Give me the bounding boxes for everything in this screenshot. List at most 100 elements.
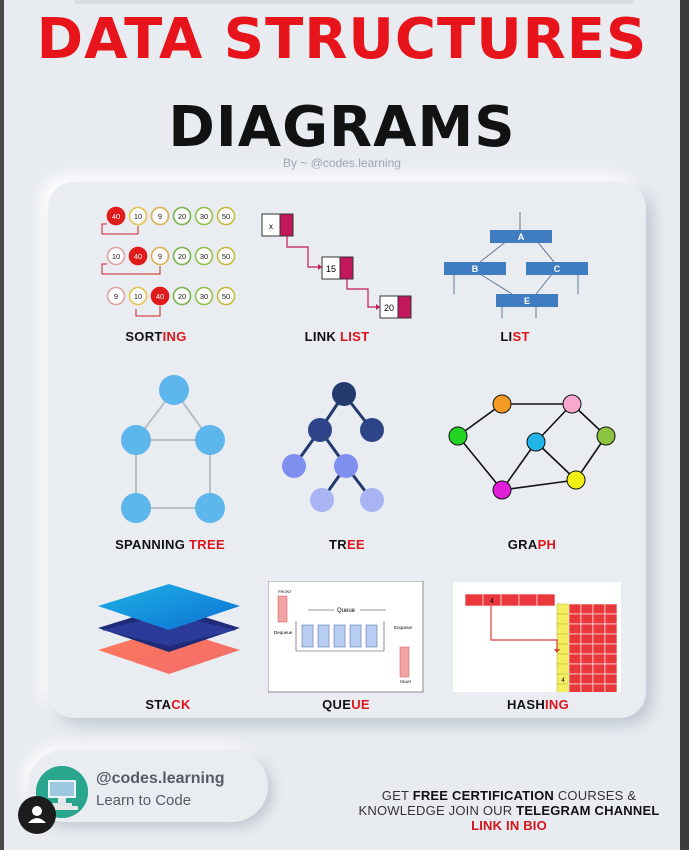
hash-bucket-4-1 [580, 643, 594, 655]
sort-swap-arrow-1 [101, 263, 161, 275]
hash-bucket-7-3 [604, 673, 618, 685]
user-profile-button[interactable] [18, 796, 56, 834]
sort-value-1-4: 30 [200, 252, 208, 261]
sort-cell-0-0 [106, 206, 126, 226]
list-node-e-label: E [524, 296, 530, 306]
sort-value-2-0: 9 [114, 292, 118, 301]
hash-bucket-2-2 [592, 623, 606, 635]
spanning-node-bottom-left [121, 493, 151, 523]
infographic-post: DATA STRUCTURES DIAGRAMS By ~ @codes.lea… [4, 0, 680, 850]
hash-bucket-2-0 [568, 623, 582, 635]
queue-label: QUEUE [256, 697, 436, 712]
sort-cell-1-3 [172, 246, 192, 266]
hash-bucket-5-3 [604, 653, 618, 665]
sort-swap-arrow-0 [101, 223, 139, 235]
hash-bucket-3-3 [604, 633, 618, 645]
queue-front-bar [277, 595, 288, 623]
hash-bucket-0-2 [592, 603, 606, 615]
hash-bucket-8-0 [568, 683, 582, 692]
hash-bucket-3-1 [580, 633, 594, 645]
hashing-label-b: ING [545, 697, 570, 712]
hash-bucket-1-3 [604, 613, 618, 625]
hash-bucket-5-1 [580, 653, 594, 665]
queue-label-a: QUE [322, 697, 352, 712]
linked-list-value-1: x [269, 222, 273, 231]
sort-value-2-3: 20 [178, 292, 186, 301]
sort-value-2-5: 50 [222, 292, 230, 301]
hash-bucket-4-0 [568, 643, 582, 655]
sort-swap-arrow-2 [135, 306, 161, 317]
sort-value-0-5: 50 [222, 212, 230, 221]
sort-cell-1-1 [128, 246, 148, 266]
linked-list-label-b: LIST [340, 329, 370, 344]
hash-index-8 [556, 683, 570, 692]
sort-cell-2-3 [172, 286, 192, 306]
graph-node-magenta [492, 480, 512, 500]
spanning-tree-diagram [121, 375, 225, 523]
hash-bucket-5-0 [568, 653, 582, 665]
call-to-action: GET FREE CERTIFICATION COURSES & KNOWLED… [344, 788, 674, 833]
hash-key-cell-2 [500, 593, 520, 607]
cta-part-1: GET [381, 788, 413, 803]
hash-index-5 [556, 653, 570, 665]
link-in-bio[interactable]: LINK IN BIO [471, 818, 547, 833]
queue-frame [295, 621, 385, 652]
list-label: LIST [425, 329, 605, 344]
hash-index-3 [556, 633, 570, 645]
sort-cell-0-1 [128, 206, 148, 226]
tree-root [332, 382, 356, 406]
queue-title: Queue [337, 608, 356, 614]
hashing-label: HASHING [448, 697, 628, 712]
list-branch-c-e [535, 273, 553, 295]
queue-rear-bar [399, 646, 410, 678]
sort-cell-2-2 [150, 286, 170, 306]
hashing-diagram: 4 4 [453, 582, 621, 692]
spanning-node-left [121, 425, 151, 455]
hash-bucket-6-1 [580, 663, 594, 675]
cta-part-3: COURSES & [554, 788, 637, 803]
queue-label-b: UE [351, 697, 370, 712]
list-diagram: A B C E [444, 212, 588, 318]
hash-key-cell-4 [536, 593, 556, 607]
graph-label-a: GRA [507, 537, 538, 552]
hash-bucket-8-1 [580, 683, 594, 692]
hash-bucket-0-3 [604, 603, 618, 615]
hashing-arrowhead [554, 649, 560, 653]
queue-cell-1 [317, 624, 330, 648]
sort-value-0-3: 20 [178, 212, 186, 221]
list-branch-a-c [535, 239, 555, 263]
stack-layer-top [98, 584, 240, 630]
sort-value-1-3: 20 [178, 252, 186, 261]
title-line-2: DIAGRAMS [168, 95, 516, 160]
hash-bucket-1-0 [568, 613, 582, 625]
sort-cell-2-5 [216, 286, 236, 306]
hash-bucket-0-0 [568, 603, 582, 615]
graph-label: GRAPH [442, 537, 622, 552]
stack-label: STACK [78, 697, 258, 712]
tree-label-a: TR [329, 537, 347, 552]
linked-list-value-2: 15 [326, 264, 336, 274]
list-node-a [490, 230, 552, 243]
sort-cell-1-5 [216, 246, 236, 266]
cta-part-2: FREE CERTIFICATION [412, 788, 555, 803]
queue-cell-4 [365, 624, 378, 648]
spanning-node-top [159, 375, 189, 405]
hash-index-2 [556, 623, 570, 635]
hashing-key-value: 4 [490, 598, 494, 605]
sort-value-1-0: 10 [112, 252, 120, 261]
sort-value-2-1: 10 [134, 292, 142, 301]
tree-node-right [360, 418, 384, 442]
sort-value-1-1: 40 [134, 252, 142, 261]
tree-diagram [282, 382, 384, 512]
byline: By ~ @codes.learning [283, 156, 401, 170]
title-line-1: DATA STRUCTURES [36, 7, 648, 72]
queue-rear-label: REAR [400, 679, 411, 684]
cropped-top-strip [74, 0, 634, 4]
tree-label-b: EE [346, 537, 365, 552]
sort-value-2-2: 40 [156, 292, 164, 301]
hashing-label-a: HASH [506, 697, 546, 712]
list-node-b [444, 262, 506, 275]
tree-node-3 [282, 454, 306, 478]
hash-index-0 [556, 603, 570, 615]
hashing-arrow [490, 606, 558, 650]
